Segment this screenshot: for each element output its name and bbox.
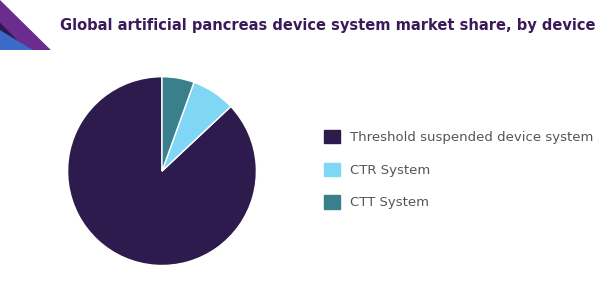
Wedge shape [68, 77, 256, 266]
Wedge shape [162, 82, 231, 171]
Legend: Threshold suspended device system, CTR System, CTT System: Threshold suspended device system, CTR S… [319, 124, 599, 215]
Wedge shape [162, 77, 194, 171]
Text: Global artificial pancreas device system market share, by device type, 2018 (%): Global artificial pancreas device system… [60, 18, 600, 32]
Polygon shape [0, 23, 27, 50]
Polygon shape [0, 30, 33, 50]
Polygon shape [0, 0, 51, 50]
